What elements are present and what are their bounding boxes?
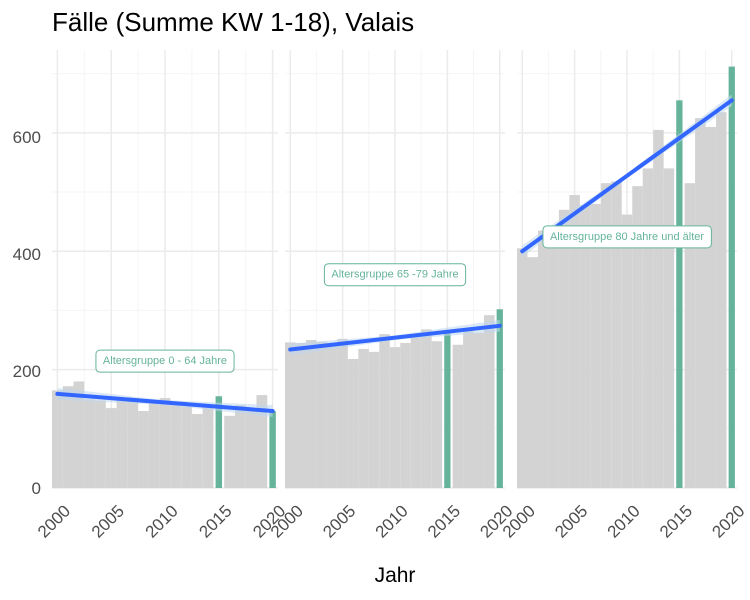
bar xyxy=(537,230,549,488)
bar-highlight xyxy=(215,396,223,488)
facet-label: Altersgruppe 80 Jahre und älter xyxy=(550,231,704,243)
bar xyxy=(138,411,149,488)
bar xyxy=(368,351,380,488)
bar xyxy=(642,168,654,489)
facet-label: Altersgruppe 0 - 64 Jahre xyxy=(103,355,227,367)
bar xyxy=(558,209,570,489)
x-tick-label: 2010 xyxy=(604,501,644,541)
facet-label: Altersgruppe 65 -79 Jahre xyxy=(331,269,458,281)
bar xyxy=(52,390,63,488)
bar xyxy=(148,401,160,488)
bar-highlight xyxy=(676,100,683,488)
x-tick-label: 2015 xyxy=(424,501,464,541)
bar-highlight xyxy=(728,66,735,489)
bar xyxy=(295,342,306,488)
bar xyxy=(73,381,85,488)
bar xyxy=(234,405,246,488)
bar xyxy=(358,348,369,488)
facet-label-box xyxy=(323,263,467,287)
bar xyxy=(431,341,443,488)
x-tick-label: 2010 xyxy=(372,501,412,541)
bar xyxy=(548,227,559,488)
bar xyxy=(337,338,348,488)
bar xyxy=(105,408,117,488)
x-tick-label: 2020 xyxy=(708,501,748,541)
bar xyxy=(684,183,696,489)
bar xyxy=(326,342,338,488)
bar xyxy=(452,344,464,488)
bar xyxy=(400,342,411,488)
bar xyxy=(245,408,257,488)
bar xyxy=(600,183,612,489)
x-tick-label: 2015 xyxy=(195,501,235,541)
bar xyxy=(127,398,139,488)
bar xyxy=(116,400,128,488)
x-tick-label: 2015 xyxy=(656,501,696,541)
y-tick-label: 200 xyxy=(13,362,41,381)
bar xyxy=(181,406,192,488)
bar xyxy=(716,112,727,488)
bar xyxy=(379,334,390,488)
x-tick-label: 2005 xyxy=(319,501,359,541)
facet-panels: Altersgruppe 0 - 64 Jahre 2000 2005 2010 201… xyxy=(34,50,749,542)
bar xyxy=(473,332,485,488)
bar xyxy=(159,398,171,488)
bar xyxy=(621,214,633,488)
trend-line xyxy=(55,391,275,414)
bar xyxy=(316,341,327,488)
bar xyxy=(389,347,401,488)
chart-title: Fälle (Summe KW 1-18), Valais xyxy=(52,7,414,37)
facet-label-box xyxy=(542,225,712,249)
x-tick-label: 2005 xyxy=(551,501,591,541)
y-tick-label: 600 xyxy=(13,128,41,147)
y-tick-label: 400 xyxy=(13,245,41,264)
bar xyxy=(611,181,622,488)
trend-line xyxy=(288,323,502,352)
bar xyxy=(517,248,528,488)
bar xyxy=(705,126,717,488)
bar-highlight xyxy=(269,411,276,488)
bar xyxy=(191,414,203,488)
bar xyxy=(569,195,580,488)
bar xyxy=(632,186,643,488)
y-axis: 0 200 400 600 xyxy=(13,128,41,498)
bar xyxy=(579,205,591,488)
facet-label-box xyxy=(95,349,235,373)
bar xyxy=(170,405,182,488)
bar xyxy=(347,358,359,488)
bar xyxy=(285,342,296,488)
bar xyxy=(463,331,474,488)
bar xyxy=(224,415,235,488)
bar xyxy=(421,329,432,488)
y-tick-label: 0 xyxy=(32,479,41,498)
x-tick-label: 2005 xyxy=(88,501,128,541)
bar xyxy=(590,203,601,488)
bar xyxy=(484,315,495,488)
bar xyxy=(84,399,96,488)
x-tick-label: 2010 xyxy=(142,501,182,541)
bar xyxy=(256,395,268,488)
bar xyxy=(62,386,74,488)
x-tick-label: 2000 xyxy=(34,501,74,541)
facet-panel: Altersgruppe 0 - 64 Jahre 2000 2005 2010 201… xyxy=(34,50,289,542)
x-axis-title: Jahr xyxy=(375,564,416,587)
bar-highlight xyxy=(444,330,451,488)
bar xyxy=(95,400,106,488)
bar xyxy=(410,334,422,488)
bar xyxy=(527,257,538,488)
bar xyxy=(305,340,317,488)
bar xyxy=(663,168,675,489)
bar xyxy=(695,118,706,488)
bar xyxy=(202,405,214,488)
bar xyxy=(653,129,664,489)
bar-highlight xyxy=(496,309,503,488)
